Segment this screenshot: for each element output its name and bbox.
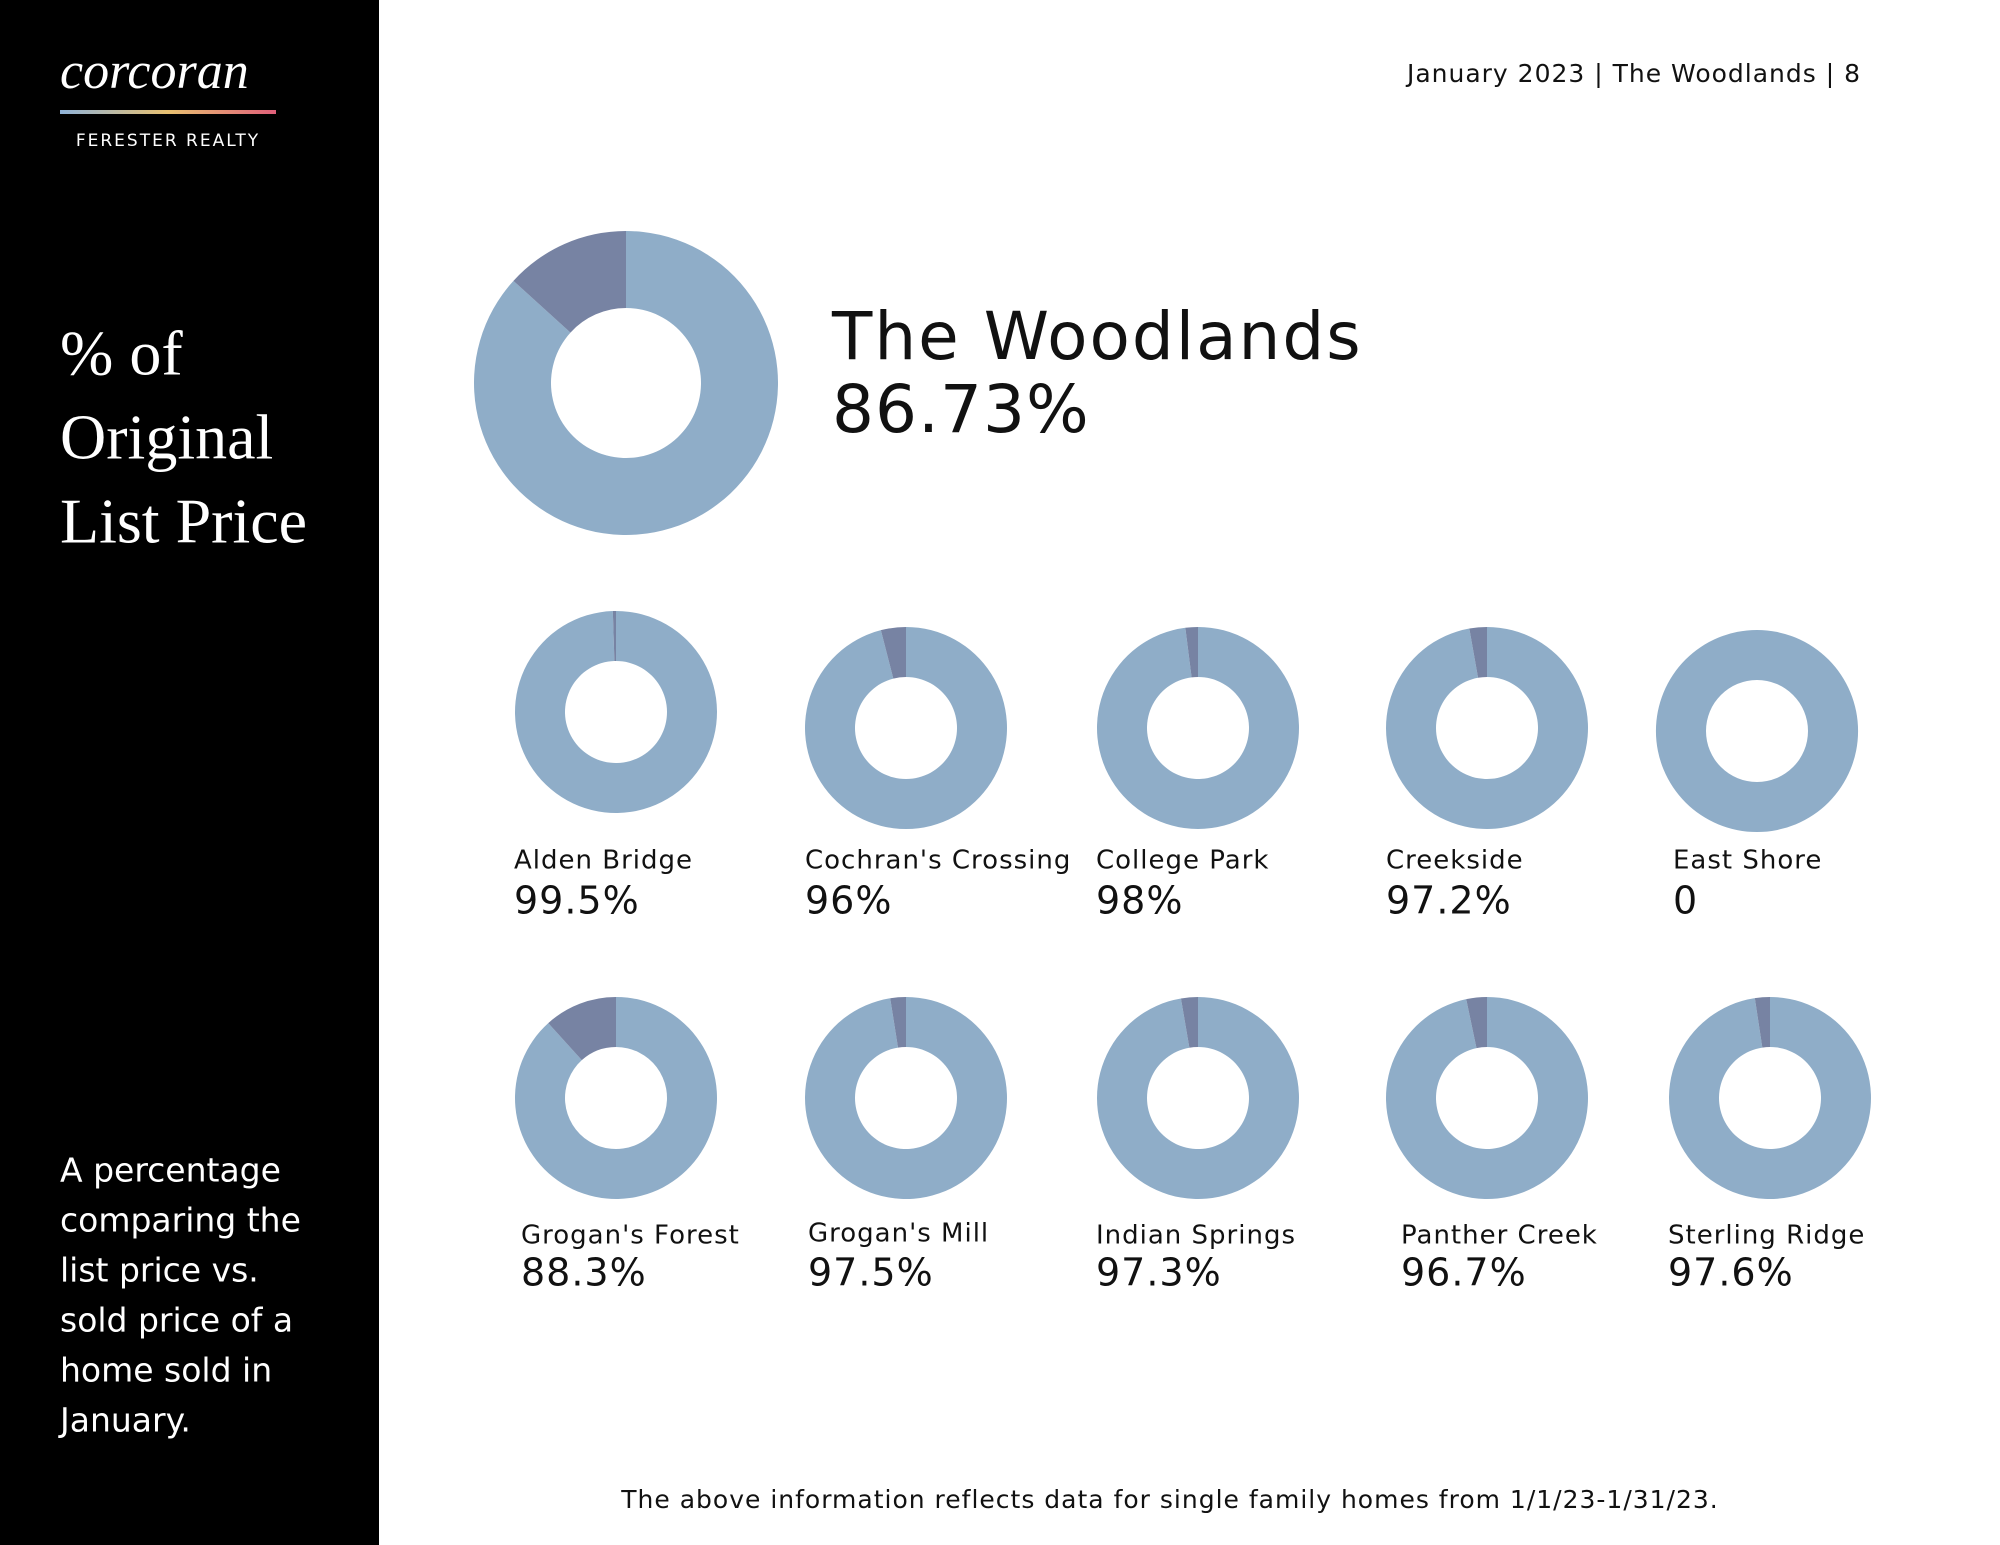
sidebar-description: sold price of a bbox=[60, 1301, 293, 1340]
donut-remainder bbox=[1469, 627, 1487, 678]
donut-title: East Shore bbox=[1673, 846, 1822, 876]
brand-name: corcoran bbox=[60, 43, 249, 100]
donut-title: Grogan's Forest bbox=[521, 1221, 740, 1251]
header: January 2023 | The Woodlands | 8 bbox=[1405, 59, 1861, 88]
donut-value: 97.5% bbox=[808, 1251, 934, 1295]
sidebar-description: home sold in bbox=[60, 1351, 272, 1390]
donut-title: Alden Bridge bbox=[514, 846, 693, 876]
donut-segment bbox=[514, 997, 717, 1200]
donut-remainder bbox=[890, 997, 906, 1048]
donut-value: 96.7% bbox=[1401, 1251, 1527, 1295]
donut-title: Indian Springs bbox=[1096, 1221, 1296, 1251]
donut-segment bbox=[515, 611, 718, 813]
donut-segment bbox=[804, 997, 1007, 1200]
donut-value: 97.2% bbox=[1386, 879, 1512, 923]
donut-segment bbox=[1655, 630, 1859, 833]
donut-title: Creekside bbox=[1386, 846, 1524, 876]
donut-segment bbox=[1385, 997, 1588, 1199]
donut-remainder bbox=[1180, 997, 1198, 1048]
sidebar-description: comparing the bbox=[60, 1201, 301, 1240]
donut-segment bbox=[805, 627, 1008, 829]
donut-value: 97.6% bbox=[1668, 1251, 1794, 1295]
donut-remainder bbox=[1466, 997, 1487, 1049]
donut-title: Grogan's Mill bbox=[808, 1219, 989, 1249]
donut-value: 88.3% bbox=[521, 1251, 647, 1295]
donut-title: Cochran's Crossing bbox=[805, 846, 1071, 876]
donut-value: 86.73% bbox=[832, 371, 1090, 448]
brand-subtitle: FERESTER REALTY bbox=[76, 131, 260, 151]
donut-value: 99.5% bbox=[514, 879, 640, 923]
donut-remainder bbox=[548, 997, 616, 1061]
sidebar bbox=[0, 0, 379, 1545]
donut-title: The Woodlands bbox=[831, 298, 1363, 375]
brand-rule bbox=[60, 110, 276, 114]
donut-segment bbox=[1096, 627, 1299, 829]
donut-value: 0 bbox=[1673, 879, 1698, 923]
sidebar-title: List Price bbox=[60, 486, 307, 557]
donut-remainder bbox=[880, 627, 906, 679]
donut-segment bbox=[1668, 997, 1871, 1199]
donut-segment bbox=[1096, 997, 1299, 1199]
donut-value: 98% bbox=[1096, 879, 1183, 923]
sidebar-description: list price vs. bbox=[60, 1251, 259, 1290]
donut-title: College Park bbox=[1096, 846, 1269, 876]
donut-segment bbox=[1386, 627, 1588, 829]
donut-value: 96% bbox=[805, 879, 892, 923]
donut-remainder bbox=[1754, 997, 1770, 1048]
donut-value: 97.3% bbox=[1096, 1251, 1222, 1295]
sidebar-description: January. bbox=[58, 1401, 191, 1440]
donut-remainder bbox=[513, 231, 626, 333]
footer: The above information reflects data for … bbox=[620, 1485, 1718, 1514]
donut-title: Panther Creek bbox=[1401, 1221, 1598, 1251]
donut-remainder bbox=[612, 611, 616, 662]
donut-segment bbox=[474, 231, 779, 536]
sidebar-description: A percentage bbox=[60, 1151, 281, 1190]
donut-remainder bbox=[1185, 627, 1198, 678]
sidebar-title: Original bbox=[60, 402, 273, 473]
donut-title: Sterling Ridge bbox=[1668, 1221, 1865, 1251]
sidebar-title: % of bbox=[60, 318, 183, 389]
